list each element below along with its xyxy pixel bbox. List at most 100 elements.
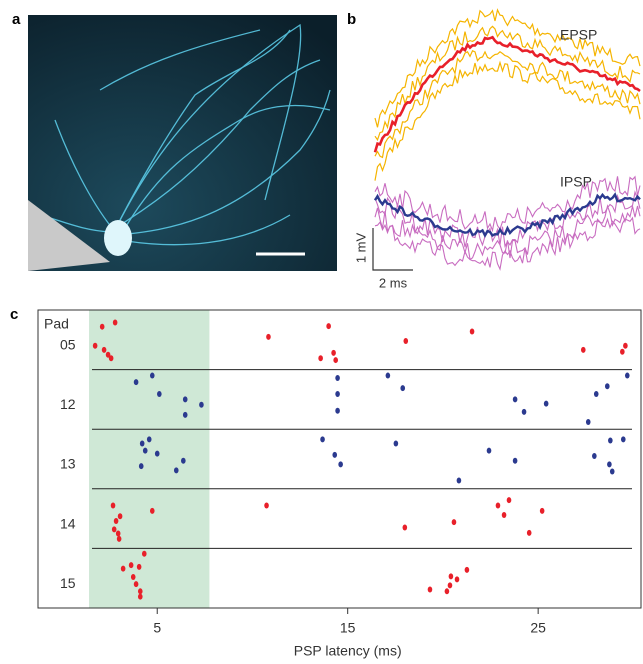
row-label: 05 (60, 337, 76, 353)
spike-dot (620, 348, 625, 355)
spike-dot (182, 411, 188, 418)
spike-dot (608, 437, 613, 444)
spike-dot (266, 333, 271, 340)
spike-dot (604, 383, 610, 390)
spike-dot (113, 517, 119, 524)
spike-dot (149, 507, 155, 514)
spike-dot (264, 502, 269, 509)
spike-dot (593, 391, 599, 398)
panel-label: c (10, 306, 18, 323)
spike-dot (128, 562, 134, 569)
trace (374, 50, 641, 159)
spike-dot (338, 461, 343, 468)
spike-dot (402, 524, 408, 531)
spike-dot (105, 351, 111, 358)
spike-dot (592, 453, 597, 460)
raster-chart: Pad 05 12 13 14 15 5 15 25 PSP latency (ms) (37, 309, 642, 659)
trace (374, 8, 641, 128)
micrograph (28, 15, 337, 271)
spike-dot (393, 440, 399, 447)
spike-dot (624, 372, 630, 379)
spike-dot (318, 355, 323, 362)
trace-label: EPSP (560, 27, 597, 43)
spike-dot (512, 457, 518, 464)
spike-dot (199, 401, 204, 408)
trace (373, 35, 641, 153)
spike-dot (137, 588, 143, 595)
x-tick-label: 15 (340, 620, 356, 636)
spike-dot (495, 502, 501, 509)
spike-dot (149, 372, 155, 379)
x-tick-label: 25 (530, 620, 546, 636)
spike-dot (444, 588, 450, 595)
spike-dot (326, 323, 331, 330)
scale-label: 1 mV (353, 233, 368, 264)
spike-dot (99, 323, 105, 330)
spike-dot (580, 346, 586, 353)
spike-dot (173, 467, 179, 474)
spike-dot (448, 573, 454, 580)
plot-frame (37, 309, 642, 609)
trace (374, 190, 641, 248)
spike-dot (138, 463, 144, 470)
x-axis-title: PSP latency (ms) (294, 643, 402, 659)
trace (374, 204, 641, 261)
panel-label: a (12, 11, 21, 28)
spike-dot (335, 407, 340, 414)
row-title: Pad (44, 316, 69, 332)
x-tick-label: 5 (153, 620, 161, 636)
trace (374, 216, 641, 271)
trace (374, 25, 641, 142)
spike-dot (108, 355, 114, 362)
spike-dot (501, 512, 507, 519)
spike-dot (335, 391, 340, 398)
spike-dot (451, 519, 457, 526)
spike-dot (456, 477, 462, 484)
spike-dot (469, 328, 475, 335)
spike-dot (400, 385, 406, 392)
row-label: 15 (60, 575, 76, 591)
trace (374, 175, 641, 233)
spike-dot (146, 436, 152, 443)
spike-dot (111, 526, 117, 533)
spike-dot (320, 436, 325, 443)
spike-dot (110, 502, 116, 509)
spike-dot (521, 408, 527, 415)
spike-dot (403, 337, 409, 344)
panel-label: b (347, 11, 356, 28)
spike-dot (512, 396, 518, 403)
spike-dot (464, 566, 470, 573)
spike-dot (181, 457, 186, 464)
spike-dot (133, 581, 139, 588)
spike-dot (331, 349, 336, 356)
spike-dot (539, 507, 545, 514)
spike-dot (623, 342, 628, 349)
row-label: 13 (60, 456, 76, 472)
spike-dot (333, 357, 338, 364)
trace-label: IPSP (560, 174, 592, 190)
spike-dot (385, 372, 391, 379)
trace (374, 60, 641, 181)
spike-dot (427, 586, 433, 593)
traces (373, 8, 641, 271)
spike-dot (609, 468, 615, 475)
spike-dot (526, 529, 532, 536)
spike-dot (130, 574, 136, 581)
scale-label: 2 ms (379, 275, 408, 290)
spike-dot (116, 535, 122, 542)
spike-dot (115, 530, 121, 537)
spike-dot (92, 342, 98, 349)
spike-dot (141, 550, 147, 557)
spike-dot (607, 461, 612, 468)
trace (373, 192, 641, 238)
spike-dot (112, 319, 118, 326)
spike-dot (585, 419, 591, 426)
spike-dot (133, 379, 139, 386)
spike-dot (454, 576, 460, 583)
spike-dot (139, 440, 145, 447)
spike-dot (620, 436, 626, 443)
spike-dot (117, 513, 123, 520)
spike-dot (447, 582, 453, 589)
spike-dot (335, 374, 340, 381)
